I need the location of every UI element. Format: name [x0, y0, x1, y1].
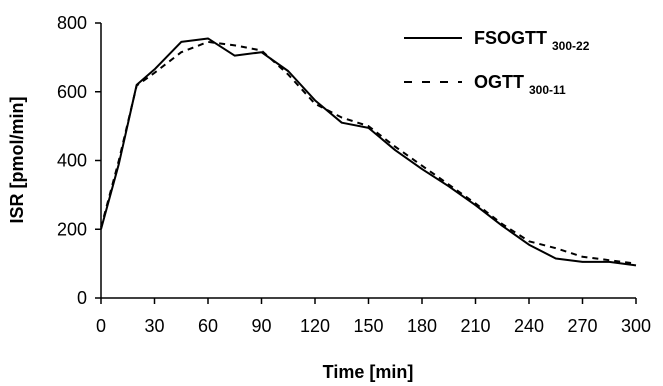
x-tick-label: 180: [407, 316, 437, 336]
y-tick-label: 400: [57, 151, 87, 171]
x-tick-label: 30: [144, 316, 164, 336]
x-tick-label: 0: [96, 316, 106, 336]
x-tick-label: 240: [514, 316, 544, 336]
x-axis-title: Time [min]: [323, 362, 414, 382]
x-tick-label: 300: [621, 316, 651, 336]
legend: FSOGTT 300-22 OGTT 300-11: [404, 28, 590, 97]
x-tick-label: 210: [460, 316, 490, 336]
y-tick-label: 200: [57, 219, 87, 239]
y-tick-label: 600: [57, 82, 87, 102]
y-tick-label: 800: [57, 13, 87, 33]
x-tick-label: 120: [300, 316, 330, 336]
x-tick-label: 270: [567, 316, 597, 336]
y-axis-title: ISR [pmol/min]: [7, 97, 27, 224]
y-tick-label: 0: [77, 288, 87, 308]
legend-label-fsogtt: FSOGTT 300-22: [474, 28, 590, 53]
x-tick-label: 90: [251, 316, 271, 336]
series-lines: [100, 37, 637, 267]
plot-area: 0 200 400 600 800 0 30 60 90 120 150 180 210 240 270 3…: [57, 13, 651, 336]
x-tick-label: 150: [353, 316, 383, 336]
legend-label-ogtt: OGTT 300-11: [474, 72, 566, 97]
series-line-ogtt: [100, 40, 637, 265]
x-tick-label: 60: [198, 316, 218, 336]
y-axis-ticks: 0 200 400 600 800: [57, 13, 101, 308]
series-line-fsogtt: [100, 37, 637, 267]
x-axis-ticks: 0 30 60 90 120 150 180 210 240 270 300: [96, 298, 651, 336]
